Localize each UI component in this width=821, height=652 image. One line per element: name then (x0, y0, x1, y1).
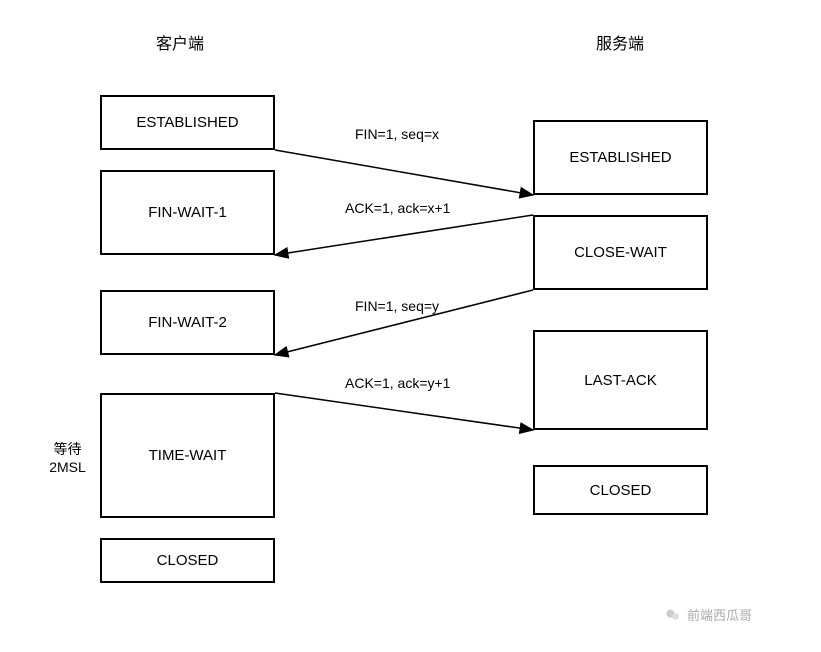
client-time-wait-box: TIME-WAIT (100, 393, 275, 518)
client-established-label: ESTABLISHED (136, 114, 238, 131)
arrow-ack2-label: ACK=1, ack=y+1 (345, 375, 450, 391)
arrow-ack2 (275, 393, 533, 430)
server-closed-box: CLOSED (533, 465, 708, 515)
server-established-box: ESTABLISHED (533, 120, 708, 195)
wait-2msl-label: 等待 2MSL (45, 440, 90, 476)
wait-label-line2: 2MSL (49, 459, 86, 475)
server-last-ack-box: LAST-ACK (533, 330, 708, 430)
arrow-fin1-label: FIN=1, seq=x (355, 126, 439, 142)
arrow-ack1-label: ACK=1, ack=x+1 (345, 200, 450, 216)
client-closed-label: CLOSED (157, 552, 219, 569)
client-fin-wait-2-box: FIN-WAIT-2 (100, 290, 275, 355)
arrow-fin2-label: FIN=1, seq=y (355, 298, 439, 314)
arrow-fin1 (275, 150, 533, 195)
server-close-wait-label: CLOSE-WAIT (574, 244, 667, 261)
watermark-text: 前端西瓜哥 (687, 605, 752, 624)
arrow-ack1 (275, 215, 533, 255)
server-last-ack-label: LAST-ACK (584, 372, 657, 389)
wait-label-line1: 等待 (54, 441, 82, 457)
server-header: 服务端 (580, 30, 660, 54)
wechat-icon (665, 607, 681, 623)
client-closed-box: CLOSED (100, 538, 275, 583)
client-established-box: ESTABLISHED (100, 95, 275, 150)
client-fin-wait-1-label: FIN-WAIT-1 (148, 204, 227, 221)
server-close-wait-box: CLOSE-WAIT (533, 215, 708, 290)
client-time-wait-label: TIME-WAIT (149, 447, 227, 464)
client-fin-wait-2-label: FIN-WAIT-2 (148, 314, 227, 331)
watermark: 前端西瓜哥 (665, 605, 752, 624)
tcp-close-diagram: 客户端 服务端 ESTABLISHED FIN-WAIT-1 FIN-WAIT-… (0, 0, 821, 652)
server-established-label: ESTABLISHED (569, 149, 671, 166)
server-closed-label: CLOSED (590, 482, 652, 499)
client-header: 客户端 (140, 30, 220, 54)
client-fin-wait-1-box: FIN-WAIT-1 (100, 170, 275, 255)
